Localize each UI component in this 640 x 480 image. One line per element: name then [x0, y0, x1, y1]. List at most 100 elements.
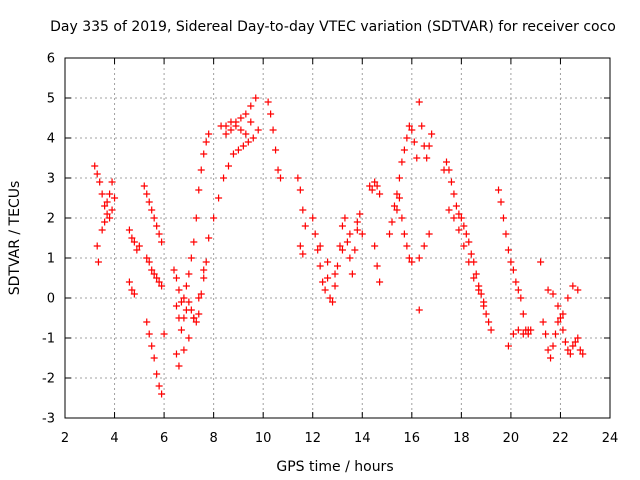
data-point [177, 326, 185, 334]
data-point [180, 346, 188, 354]
data-point [150, 354, 158, 362]
data-point [341, 214, 349, 222]
data-point [158, 282, 166, 290]
data-point [210, 214, 218, 222]
data-point [450, 214, 458, 222]
data-point [153, 370, 161, 378]
data-point [566, 350, 574, 358]
y-tick-label: -2 [42, 372, 55, 387]
data-point [373, 262, 381, 270]
x-tick-label: 16 [404, 431, 421, 446]
data-point [96, 178, 104, 186]
x-tick-label: 4 [110, 431, 118, 446]
data-point [338, 246, 346, 254]
x-tick-label: 22 [552, 431, 569, 446]
data-point [415, 254, 423, 262]
data-point [554, 302, 562, 310]
data-point [480, 298, 488, 306]
data-point [395, 174, 403, 182]
data-point [413, 154, 421, 162]
data-point [366, 182, 374, 190]
data-point [353, 218, 361, 226]
data-point [537, 258, 545, 266]
y-tick-label: 0 [47, 292, 55, 307]
data-point [143, 254, 151, 262]
data-point [155, 278, 163, 286]
data-point [202, 258, 210, 266]
data-point [232, 122, 240, 130]
data-point [376, 278, 384, 286]
data-point [200, 266, 208, 274]
x-tick-label: 2 [61, 431, 69, 446]
data-point [408, 126, 416, 134]
data-point [247, 118, 255, 126]
data-point [338, 222, 346, 230]
data-point [326, 294, 334, 302]
data-point [539, 318, 547, 326]
data-point [155, 230, 163, 238]
data-point [495, 186, 503, 194]
data-point [559, 310, 567, 318]
data-point [187, 306, 195, 314]
data-point [452, 202, 460, 210]
data-point [556, 314, 564, 322]
data-point [180, 294, 188, 302]
data-point [455, 210, 463, 218]
data-point [420, 242, 428, 250]
data-point [294, 174, 302, 182]
data-point [336, 242, 344, 250]
data-point [237, 126, 245, 134]
data-point [98, 226, 106, 234]
data-point [200, 150, 208, 158]
data-point [195, 310, 203, 318]
data-point [195, 294, 203, 302]
x-tick-label: 18 [453, 431, 470, 446]
data-point [125, 226, 133, 234]
data-point [574, 334, 582, 342]
data-point [160, 330, 168, 338]
data-point [348, 270, 356, 278]
data-point [507, 258, 515, 266]
data-point [346, 254, 354, 262]
x-tick-label: 12 [304, 431, 321, 446]
data-point [415, 98, 423, 106]
data-point [356, 210, 364, 218]
data-point [108, 206, 116, 214]
data-point [106, 214, 114, 222]
data-point [103, 210, 111, 218]
data-point [187, 254, 195, 262]
data-point [514, 286, 522, 294]
data-point [465, 258, 473, 266]
data-point [517, 294, 525, 302]
data-point [222, 130, 230, 138]
data-point [544, 286, 552, 294]
data-point [547, 354, 555, 362]
data-point [576, 346, 584, 354]
data-point [222, 122, 230, 130]
data-point [128, 286, 136, 294]
data-point [400, 146, 408, 154]
data-point [242, 110, 250, 118]
data-point [108, 178, 116, 186]
data-point [202, 138, 210, 146]
data-point [190, 238, 198, 246]
data-point [408, 258, 416, 266]
y-tick-label: 6 [47, 52, 55, 67]
y-axis-label: SDTVAR / TECUs [7, 181, 23, 296]
data-point [321, 286, 329, 294]
data-point [177, 298, 185, 306]
data-point [296, 186, 304, 194]
data-point [175, 362, 183, 370]
data-point [299, 250, 307, 258]
data-point [351, 246, 359, 254]
data-point [158, 238, 166, 246]
data-point [447, 178, 455, 186]
x-axis-label: GPS time / hours [276, 459, 393, 475]
data-point [487, 326, 495, 334]
data-point [561, 338, 569, 346]
data-point [274, 166, 282, 174]
data-point [182, 282, 190, 290]
data-point [504, 246, 512, 254]
data-point [512, 278, 520, 286]
